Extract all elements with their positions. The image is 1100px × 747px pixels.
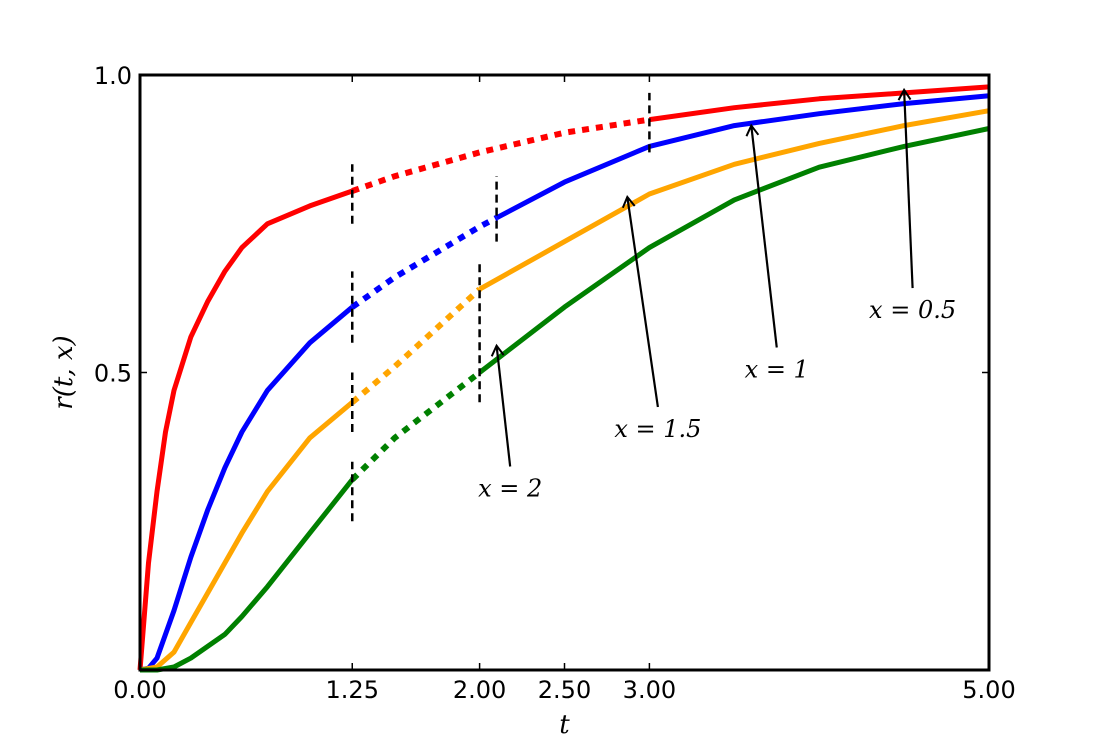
y-axis-label: r(t, x) (49, 335, 79, 409)
series-x2-dotted (350, 370, 482, 482)
annotation-label: x = 1 (745, 356, 809, 384)
series-x0_5-solid-end (649, 84, 990, 123)
x-tick-label: 5.00 (962, 676, 1015, 704)
series-x1-solid-end (495, 93, 990, 221)
series-x0_5-dotted (351, 116, 650, 194)
series-x1_5-solid-end (478, 108, 990, 292)
series-layer (137, 84, 990, 673)
annotation-arrow (745, 123, 778, 348)
x-axis-label: t (559, 710, 570, 740)
dashed-marker-layer (351, 92, 651, 522)
y-tick-label: 1.0 (94, 62, 132, 90)
series-x1-solid-start (139, 305, 354, 673)
annotation-label: x = 2 (478, 475, 542, 503)
annotation-layer: x = 0.5 x = 1 x = 1.5 x = 2 (478, 87, 956, 503)
annotation-arrow (490, 343, 512, 467)
annotation-arrow (621, 195, 659, 408)
series-x0_5-solid-start (137, 188, 354, 671)
series-x2-solid-start (140, 478, 355, 673)
x-tick-label: 2.00 (453, 676, 506, 704)
annotation-arrow (897, 87, 914, 289)
series-x1_5-dotted (350, 286, 482, 405)
annotation-label: x = 0.5 (869, 296, 956, 324)
series-x1_5-solid-start (139, 400, 354, 673)
x-tick-label: 3.00 (623, 676, 676, 704)
series-x2-solid-end (478, 126, 990, 375)
plot-frame (138, 73, 991, 672)
x-tick-label: 0.00 (113, 676, 166, 704)
x-tick-label: 1.25 (326, 676, 379, 704)
annotation-label: x = 1.5 (614, 415, 701, 443)
tick-layer: 0.00 1.25 2.00 2.50 3.00 5.00 0.5 1.0 (94, 62, 1016, 704)
x-tick-label: 2.50 (538, 676, 591, 704)
series-x1-dotted (350, 215, 498, 310)
y-tick-label: 0.5 (94, 360, 132, 388)
